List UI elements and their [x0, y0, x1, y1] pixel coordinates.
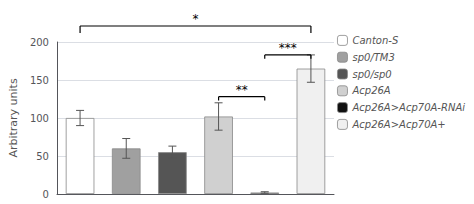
svg-text:sp0/sp0: sp0/sp0: [352, 69, 391, 80]
svg-text:150: 150: [30, 75, 49, 86]
svg-text:50: 50: [36, 151, 49, 162]
svg-text:Canton-S: Canton-S: [352, 35, 398, 46]
svg-text:Arbitrary units: Arbitrary units: [7, 78, 20, 158]
svg-text:***: ***: [279, 41, 297, 55]
svg-text:100: 100: [30, 113, 49, 124]
svg-text:sp0/TM3: sp0/TM3: [352, 52, 394, 63]
svg-text:Acp26A: Acp26A: [351, 85, 390, 96]
svg-text:*: *: [192, 12, 198, 26]
svg-text:**: **: [236, 83, 248, 97]
svg-text:Acp26A>Acp70A+: Acp26A>Acp70A+: [351, 119, 445, 130]
svg-text:0: 0: [43, 189, 49, 200]
svg-text:Acp26A>Acp70A-RNAi: Acp26A>Acp70A-RNAi: [351, 102, 465, 113]
svg-text:200: 200: [30, 37, 49, 48]
